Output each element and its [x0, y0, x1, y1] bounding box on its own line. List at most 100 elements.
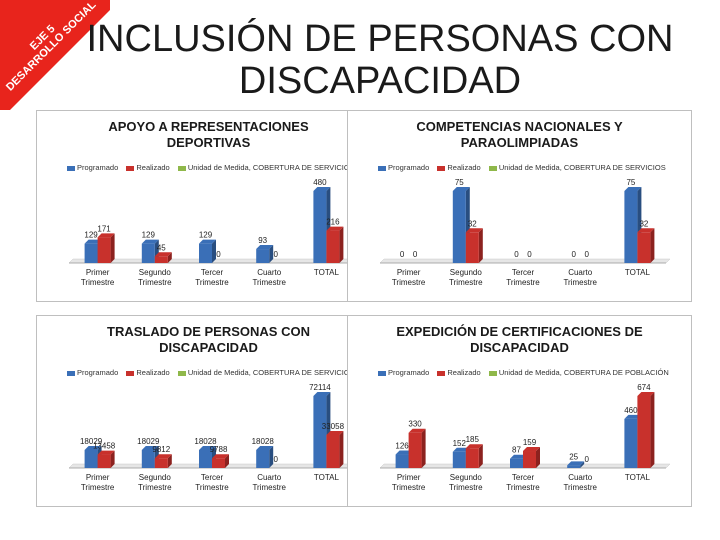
- bar-realizado: [523, 451, 536, 468]
- ribbon-triangle: [0, 0, 110, 110]
- bar-programado: [313, 396, 327, 468]
- x-tick-label: Trimestre: [138, 483, 172, 492]
- x-tick-label: Trimestre: [392, 278, 426, 287]
- bar-realizado: [97, 237, 111, 263]
- data-label-programado: 87: [512, 446, 521, 455]
- chart-title: COMPETENCIAS NACIONALES Y PARAOLIMPIADAS: [348, 119, 691, 151]
- legend-swatch: [126, 370, 135, 376]
- data-label-programado: 0: [514, 250, 519, 259]
- bar-programado: [199, 243, 212, 263]
- bar-programado: [84, 243, 98, 263]
- bar-top-programado: [452, 187, 470, 191]
- bar-programado: [84, 449, 98, 468]
- legend-swatch: [126, 165, 135, 171]
- x-tick-label: Trimestre: [195, 278, 229, 287]
- legend-label: Unidad de Medida, COBERTURA DE SERVICIOS: [187, 368, 355, 377]
- x-tick-label: Trimestre: [81, 483, 115, 492]
- legend-item-programado: Programado: [67, 368, 118, 377]
- bar-side-realizado: [478, 228, 483, 263]
- x-tick-label: Cuarto: [257, 473, 282, 482]
- data-label-programado: 18029: [137, 437, 160, 446]
- legend-label: Programado: [77, 163, 119, 172]
- data-label-realizado: 9788: [210, 445, 228, 454]
- bar-realizado: [154, 458, 168, 468]
- slide-title-line-2: DISCAPACIDAD: [238, 60, 522, 102]
- x-tick-label: Tercer: [201, 268, 224, 277]
- legend-item-unidad: Unidad de Medida, COBERTURA DE SERVICIOS: [177, 163, 355, 172]
- bar-realizado: [408, 432, 422, 468]
- x-tick-label: Cuarto: [568, 473, 593, 482]
- legend-item-programado: Programado: [378, 163, 429, 172]
- bar-top-realizado: [465, 444, 483, 449]
- legend-swatch: [488, 370, 497, 376]
- legend-item-programado: Programado: [67, 163, 118, 172]
- bar-top-programado: [141, 445, 159, 450]
- bar-top-programado: [313, 187, 331, 191]
- data-label-programado: 129: [199, 231, 213, 240]
- x-tick-label: Tercer: [201, 473, 224, 482]
- bar-side-realizado: [225, 454, 229, 468]
- data-label-programado: 0: [400, 250, 405, 259]
- x-tick-label: TOTAL: [625, 268, 651, 277]
- x-tick-label: Segundo: [450, 268, 483, 277]
- data-label-programado: 18029: [80, 437, 103, 446]
- bar-side-realizado: [650, 392, 655, 468]
- bar-side-programado: [212, 239, 216, 263]
- bar-top-programado: [313, 392, 331, 396]
- bar-side-realizado: [536, 447, 540, 468]
- data-label-realizado: 0: [584, 455, 589, 464]
- x-tick-label: Primer: [86, 473, 110, 482]
- x-tick-label: Trimestre: [81, 278, 115, 287]
- section-ribbon: EJE 5 DESARROLLO SOCIAL: [0, 0, 110, 110]
- chart-title-line-1: EXPEDICIÓN DE CERTIFICACIONES DE: [396, 324, 643, 339]
- bar-programado: [199, 450, 212, 468]
- bar-programado: [141, 449, 155, 468]
- chart-legend: Programado Realizado Unidad de Medida, C…: [67, 368, 361, 377]
- chart-legend: Programado Realizado Unidad de Medida, C…: [378, 163, 672, 172]
- data-label-realizado: 674: [637, 383, 651, 392]
- data-label-realizado: 0: [273, 250, 278, 259]
- bar-programado: [567, 465, 581, 468]
- data-label-programado: 72114: [309, 383, 331, 392]
- x-tick-label: Trimestre: [506, 278, 540, 287]
- legend-swatch: [378, 165, 386, 171]
- x-tick-label: Cuarto: [257, 268, 282, 277]
- bar-realizado: [637, 232, 651, 263]
- bar-programado: [624, 418, 638, 468]
- legend-item-unidad: Unidad de Medida, COBERTURA DE SERVICIOS: [177, 368, 355, 377]
- bar-top-programado: [256, 245, 274, 250]
- chart-title: EXPEDICIÓN DE CERTIFICACIONES DE DISCAPA…: [348, 324, 691, 356]
- legend-label: Unidad de Medida, COBERTURA DE POBLACIÓN: [498, 368, 669, 377]
- data-label-realizado: 32: [639, 219, 648, 228]
- bar-side-programado: [269, 446, 274, 468]
- legend-swatch: [67, 165, 75, 171]
- chart-title-line-2: PARAOLIMPIADAS: [460, 135, 579, 150]
- data-label-programado: 75: [455, 178, 464, 187]
- bar-top-programado: [84, 239, 102, 244]
- bar-top-realizado: [637, 392, 655, 396]
- chart-plot: 129171PrimerTrimestre12945SegundoTrimest…: [68, 178, 360, 287]
- x-tick-label: Segundo: [450, 473, 483, 482]
- x-tick-label: Trimestre: [392, 483, 426, 492]
- bar-top-programado: [452, 447, 470, 452]
- legend-label: Realizado: [136, 163, 170, 172]
- bar-realizado: [326, 230, 340, 263]
- bar-top-programado: [624, 414, 642, 419]
- legend-label: Programado: [388, 163, 430, 172]
- bar-top-programado: [510, 454, 527, 459]
- legend-item-realizado: Realizado: [437, 163, 481, 172]
- bar-top-realizado: [154, 454, 172, 459]
- chart-panel-traslado: TRASLADO DE PERSONAS CON DISCAPACIDAD Pr…: [36, 315, 381, 507]
- bar-realizado: [465, 448, 479, 468]
- bar-top-realizado: [326, 430, 344, 435]
- legend-swatch: [437, 165, 446, 171]
- data-label-programado: 18028: [252, 437, 275, 446]
- bar-programado: [141, 243, 155, 263]
- chart-panel-apoyo: APOYO A REPRESENTACIONES DEPORTIVAS Prog…: [36, 110, 381, 302]
- data-label-programado: 129: [84, 231, 98, 240]
- bar-realizado: [326, 434, 340, 468]
- chart-title-line-1: APOYO A REPRESENTACIONES: [108, 119, 309, 134]
- chart-title-line-2: DEPORTIVAS: [166, 135, 251, 150]
- legend-label: Unidad de Medida, COBERTURA DE SERVICIOS: [187, 163, 355, 172]
- data-label-realizado: 13458: [93, 442, 116, 451]
